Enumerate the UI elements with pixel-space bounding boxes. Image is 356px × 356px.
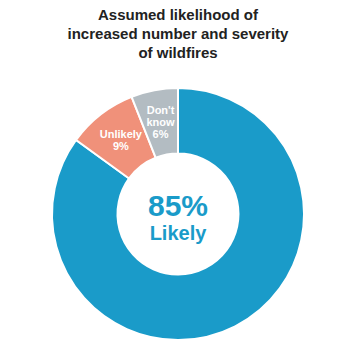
labels: 85%LikelyUnlikely9%Don'tknow6% — [100, 104, 208, 244]
slice-label: Unlikely9% — [100, 128, 143, 152]
slice — [132, 88, 178, 158]
slice-label-line: know — [146, 116, 175, 128]
chart: Assumed likelihood ofincreased number an… — [0, 0, 356, 356]
slice-label: Don'tknow6% — [146, 104, 175, 140]
slice-label-line: Unlikely — [100, 128, 143, 140]
slice-label-line: 9% — [113, 140, 129, 152]
center-value: 85% — [148, 189, 208, 222]
center-label: Likely — [150, 222, 208, 244]
slice — [52, 88, 304, 340]
title: Assumed likelihood ofincreased number an… — [68, 6, 290, 61]
slice-label-line: Don't — [147, 104, 175, 116]
slice-label-line: 6% — [153, 128, 169, 140]
slices — [52, 88, 304, 340]
